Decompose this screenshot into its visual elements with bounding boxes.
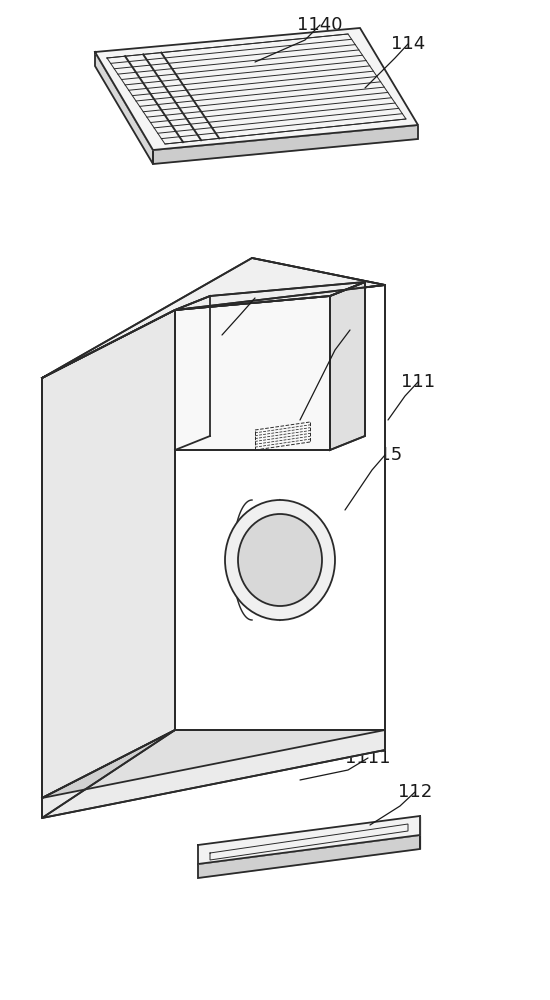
Polygon shape [175, 296, 330, 450]
Polygon shape [330, 282, 365, 450]
Polygon shape [42, 258, 385, 378]
Polygon shape [153, 125, 418, 164]
Polygon shape [175, 285, 385, 730]
Polygon shape [175, 282, 365, 310]
Polygon shape [95, 52, 153, 164]
Polygon shape [95, 28, 418, 150]
Text: 112: 112 [398, 783, 432, 801]
Polygon shape [42, 310, 175, 798]
Text: 1111: 1111 [345, 749, 390, 767]
Polygon shape [42, 730, 385, 818]
Polygon shape [198, 816, 420, 864]
Text: 115: 115 [368, 446, 402, 464]
Polygon shape [42, 730, 175, 818]
Polygon shape [198, 835, 420, 878]
Polygon shape [42, 730, 385, 818]
Text: 114: 114 [391, 35, 425, 53]
Ellipse shape [225, 500, 335, 620]
Text: 111: 111 [401, 373, 435, 391]
Text: 1140: 1140 [297, 16, 343, 34]
Ellipse shape [238, 514, 322, 606]
Text: 1110: 1110 [232, 289, 278, 307]
Text: 113: 113 [333, 321, 367, 339]
